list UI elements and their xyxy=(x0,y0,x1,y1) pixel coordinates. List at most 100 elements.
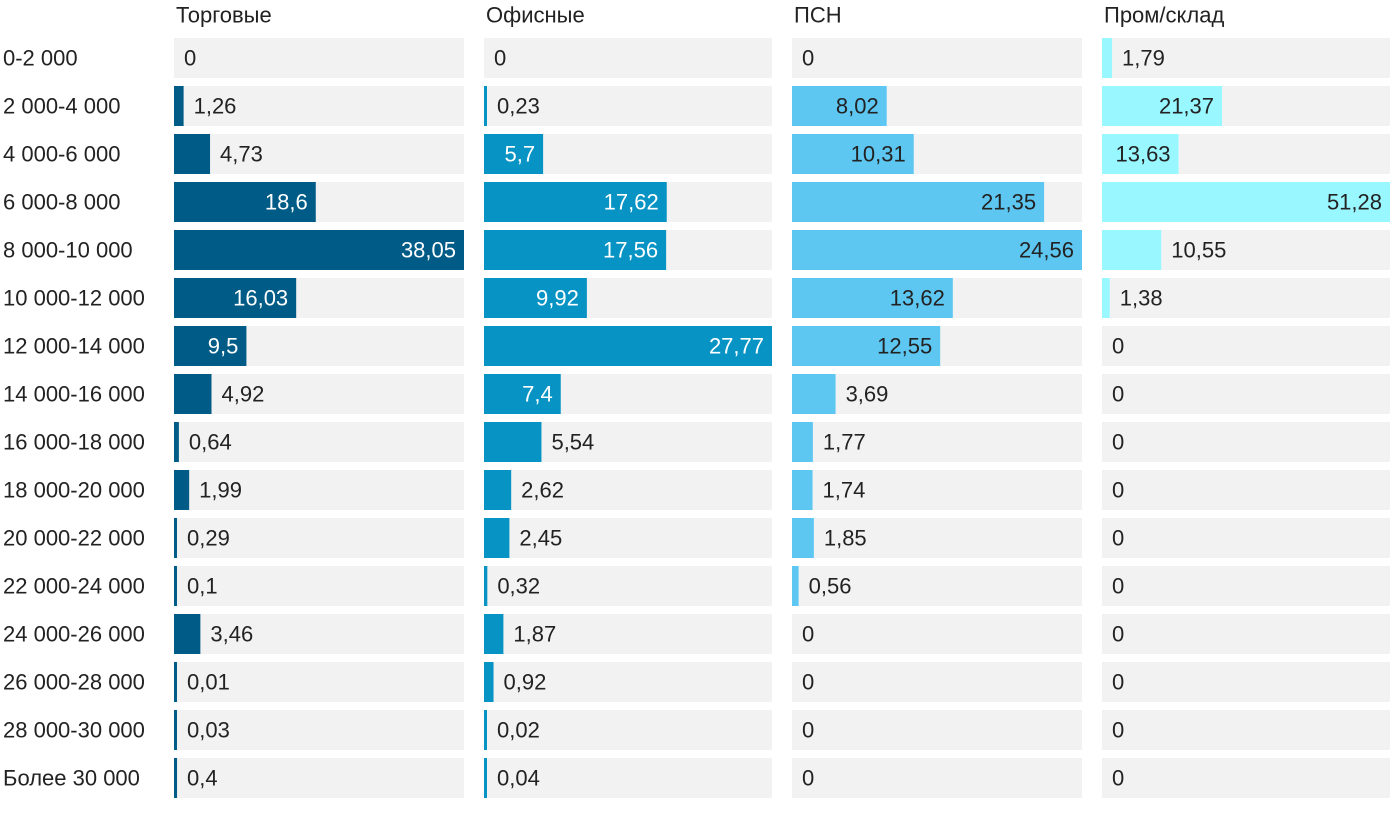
bar-track xyxy=(484,470,772,510)
row-label: 12 000-14 000 xyxy=(3,334,145,359)
bar-track xyxy=(1102,518,1390,558)
bar-track xyxy=(174,422,464,462)
data-label: 0,32 xyxy=(497,574,540,599)
data-label: 0 xyxy=(1112,526,1124,551)
data-label: 0 xyxy=(494,46,506,71)
row-label: 20 000-22 000 xyxy=(3,526,145,551)
bar xyxy=(484,758,487,798)
bar-track xyxy=(792,662,1082,702)
bar xyxy=(174,614,201,654)
bar xyxy=(792,86,887,126)
bar xyxy=(174,662,177,702)
data-label: 0 xyxy=(1112,478,1124,503)
bar-track xyxy=(484,614,772,654)
bar xyxy=(174,518,177,558)
bar xyxy=(1102,278,1110,318)
data-label: 0 xyxy=(184,46,196,71)
data-label: 8,02 xyxy=(836,94,879,119)
bar xyxy=(484,422,542,462)
row-label: 18 000-20 000 xyxy=(3,478,145,503)
data-label: 0 xyxy=(1112,670,1124,695)
bar-track xyxy=(484,518,772,558)
panel-header: ПСН xyxy=(794,3,842,28)
bar xyxy=(792,134,914,174)
data-label: 7,4 xyxy=(522,382,553,407)
data-label: 10,31 xyxy=(851,142,906,167)
bar-track xyxy=(1102,374,1390,414)
data-label: 9,5 xyxy=(208,334,239,359)
row-label: 10 000-12 000 xyxy=(3,286,145,311)
bar-track xyxy=(484,662,772,702)
bar-track xyxy=(174,86,464,126)
bar xyxy=(1102,182,1390,222)
data-label: 5,54 xyxy=(551,430,594,455)
row-label: 24 000-26 000 xyxy=(3,622,145,647)
bar-track xyxy=(174,374,464,414)
bar xyxy=(174,710,177,750)
data-label: 0 xyxy=(1112,718,1124,743)
data-label: 1,74 xyxy=(823,478,866,503)
bar xyxy=(174,326,247,366)
bar xyxy=(1102,38,1113,78)
data-label: 5,7 xyxy=(505,142,536,167)
data-label: 0 xyxy=(802,766,814,791)
data-label: 0 xyxy=(802,46,814,71)
data-label: 17,62 xyxy=(604,190,659,215)
bar-track xyxy=(174,38,464,78)
bar-track xyxy=(792,614,1082,654)
bar-track xyxy=(1102,566,1390,606)
data-label: 10,55 xyxy=(1171,238,1226,263)
data-label: 21,35 xyxy=(981,190,1036,215)
bar-track xyxy=(174,614,464,654)
bar-track xyxy=(792,566,1082,606)
bar xyxy=(1102,86,1223,126)
bar-track xyxy=(174,134,464,174)
bar xyxy=(1102,230,1162,270)
bar xyxy=(792,518,814,558)
data-label: 1,38 xyxy=(1120,286,1163,311)
data-label: 0 xyxy=(1112,622,1124,647)
bar xyxy=(792,182,1045,222)
row-label: 14 000-16 000 xyxy=(3,382,145,407)
data-label: 9,92 xyxy=(536,286,579,311)
data-label: 0,92 xyxy=(504,670,547,695)
bar xyxy=(484,182,667,222)
bar xyxy=(484,614,504,654)
data-label: 0 xyxy=(1112,334,1124,359)
bar xyxy=(792,422,813,462)
bar-track xyxy=(792,374,1082,414)
row-label: 22 000-24 000 xyxy=(3,574,145,599)
row-label: Более 30 000 xyxy=(3,766,140,791)
data-label: 17,56 xyxy=(603,238,658,263)
data-label: 0 xyxy=(802,622,814,647)
bar xyxy=(174,422,179,462)
data-label: 51,28 xyxy=(1327,190,1382,215)
data-label: 0,4 xyxy=(187,766,218,791)
data-label: 18,6 xyxy=(265,190,308,215)
bar xyxy=(792,326,941,366)
data-label: 0 xyxy=(802,718,814,743)
panel-header: Пром/склад xyxy=(1104,3,1224,28)
bar xyxy=(174,566,177,606)
bar xyxy=(174,230,464,270)
data-label: 0 xyxy=(802,670,814,695)
data-label: 1,99 xyxy=(199,478,242,503)
bar xyxy=(484,86,487,126)
bar xyxy=(792,566,799,606)
data-label: 38,05 xyxy=(401,238,456,263)
data-label: 27,77 xyxy=(709,334,764,359)
data-label: 0 xyxy=(1112,766,1124,791)
bar-track xyxy=(792,422,1082,462)
row-label: 4 000-6 000 xyxy=(3,142,120,167)
bar-track xyxy=(1102,662,1390,702)
bar-track xyxy=(174,662,464,702)
row-label: 0-2 000 xyxy=(3,46,78,71)
row-label: 26 000-28 000 xyxy=(3,670,145,695)
data-label: 1,87 xyxy=(513,622,556,647)
data-label: 2,45 xyxy=(519,526,562,551)
data-label: 0 xyxy=(1112,574,1124,599)
bar-track xyxy=(484,86,772,126)
data-label: 1,79 xyxy=(1122,46,1165,71)
bar xyxy=(484,278,587,318)
